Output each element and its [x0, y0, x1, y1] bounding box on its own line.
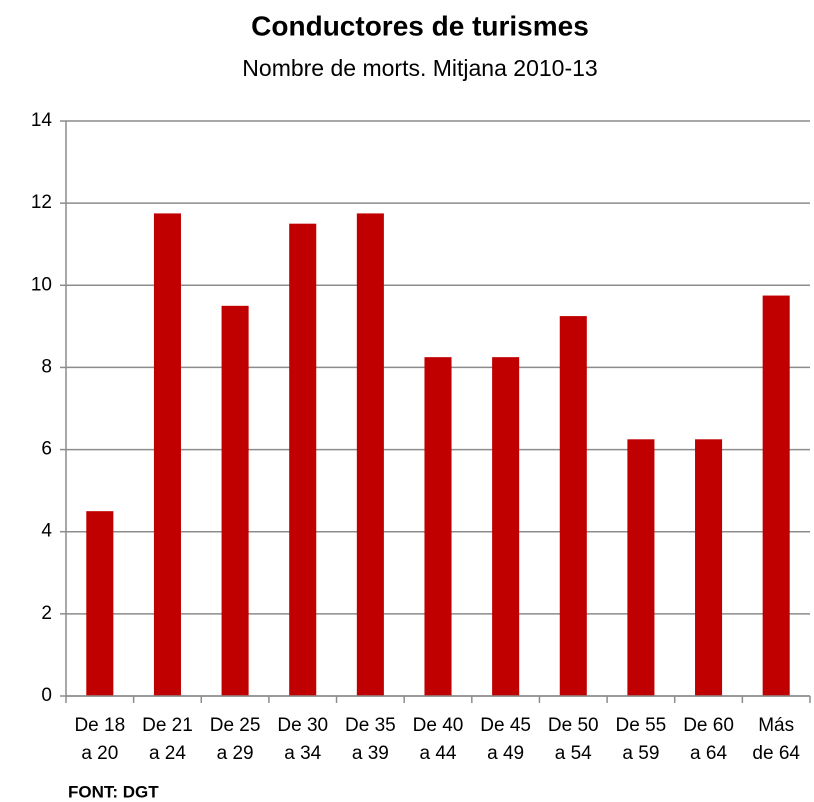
- x-tick-label: De 18: [74, 715, 125, 736]
- bar: [153, 213, 181, 697]
- y-tick-label: 4: [41, 521, 52, 542]
- source-note: FONT: DGT: [68, 782, 159, 801]
- x-tick-label: a 34: [284, 743, 321, 764]
- x-tick-label: a 29: [217, 743, 254, 764]
- y-tick-label: 8: [41, 356, 52, 377]
- x-tick-label: a 39: [352, 743, 389, 764]
- x-tick-label: De 40: [413, 715, 464, 736]
- bar: [356, 213, 384, 697]
- x-tick-label: De 50: [548, 715, 599, 736]
- bar: [86, 511, 114, 696]
- y-tick-label: 10: [31, 274, 52, 295]
- x-tick-label: Más: [758, 715, 794, 736]
- bar: [221, 305, 249, 696]
- bar: [762, 295, 790, 696]
- y-tick-label: 0: [41, 685, 52, 706]
- x-tick-label: De 60: [683, 715, 734, 736]
- x-tick-label: De 25: [210, 715, 261, 736]
- bar: [424, 357, 452, 696]
- bar: [559, 316, 587, 696]
- bar: [627, 439, 655, 696]
- x-tick-label: de 64: [752, 743, 800, 764]
- y-tick-label: 6: [41, 439, 52, 460]
- x-tick-label: a 44: [420, 743, 457, 764]
- x-tick-label: De 30: [277, 715, 328, 736]
- chart-subtitle: Nombre de morts. Mitjana 2010-13: [242, 55, 597, 81]
- x-tick-label: a 49: [487, 743, 524, 764]
- x-tick-label: a 20: [81, 743, 118, 764]
- chart-title: Conductores de turismes: [251, 10, 589, 41]
- x-tick-label: a 64: [690, 743, 727, 764]
- y-tick-label: 12: [31, 192, 52, 213]
- x-tick-label: a 24: [149, 743, 186, 764]
- y-tick-label: 2: [41, 603, 52, 624]
- x-tick-label: De 45: [480, 715, 531, 736]
- y-tick-label: 14: [31, 110, 53, 131]
- x-tick-label: De 35: [345, 715, 396, 736]
- x-tick-label: De 55: [616, 715, 667, 736]
- bar: [695, 439, 723, 696]
- bar: [289, 223, 317, 696]
- x-tick-label: De 21: [142, 715, 193, 736]
- x-tick-label: a 59: [622, 743, 659, 764]
- x-tick-label: a 54: [555, 743, 592, 764]
- bar: [492, 357, 520, 696]
